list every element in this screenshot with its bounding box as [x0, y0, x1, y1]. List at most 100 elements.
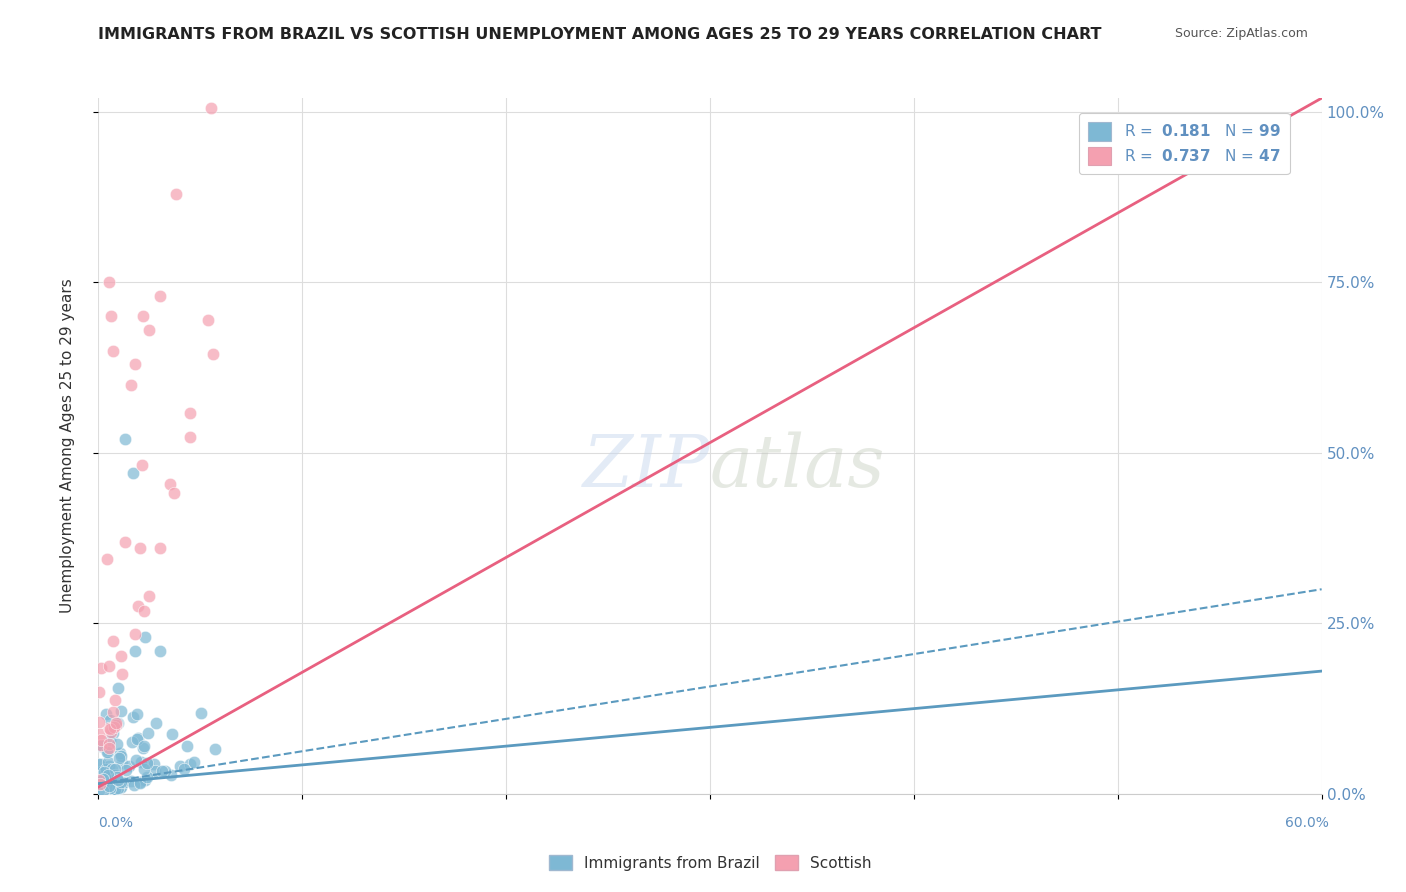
- Point: [104, 781, 127, 796]
- Point: [104, 767, 127, 781]
- Point: [97, 755, 120, 769]
- Point: [134, 762, 156, 776]
- Point: [100, 772, 122, 786]
- Point: [120, 773, 142, 788]
- Point: [107, 781, 129, 796]
- Point: [132, 740, 155, 755]
- Point: [90, 775, 112, 789]
- Point: [93, 773, 115, 788]
- Point: [89, 684, 111, 698]
- Point: [122, 467, 145, 481]
- Text: 0.0%: 0.0%: [98, 816, 134, 830]
- Point: [111, 775, 134, 789]
- Point: [132, 739, 155, 753]
- Point: [149, 541, 172, 555]
- Point: [121, 710, 143, 724]
- Point: [136, 726, 159, 740]
- Legend: Immigrants from Brazil, Scottish: Immigrants from Brazil, Scottish: [543, 848, 877, 877]
- Point: [143, 764, 166, 778]
- Point: [165, 186, 187, 201]
- Point: [101, 343, 124, 358]
- Point: [200, 101, 222, 115]
- Point: [115, 763, 138, 777]
- Point: [190, 706, 212, 720]
- Point: [143, 756, 166, 771]
- Point: [136, 756, 159, 770]
- Point: [100, 724, 122, 739]
- Point: [112, 775, 135, 789]
- Point: [98, 722, 121, 736]
- Point: [107, 751, 129, 765]
- Point: [201, 347, 224, 361]
- Point: [94, 776, 117, 790]
- Point: [132, 310, 155, 324]
- Point: [183, 756, 205, 770]
- Point: [105, 779, 128, 793]
- Point: [136, 770, 159, 784]
- Point: [110, 780, 132, 795]
- Point: [101, 726, 124, 740]
- Point: [107, 681, 129, 696]
- Point: [105, 770, 128, 784]
- Text: ZIP: ZIP: [582, 432, 710, 502]
- Point: [104, 781, 127, 796]
- Point: [108, 781, 131, 796]
- Point: [90, 732, 112, 747]
- Point: [127, 599, 149, 613]
- Point: [128, 774, 150, 789]
- Point: [105, 773, 128, 788]
- Point: [97, 758, 120, 772]
- Point: [125, 753, 148, 767]
- Point: [110, 748, 132, 763]
- Point: [98, 779, 121, 793]
- Point: [179, 756, 201, 771]
- Point: [169, 759, 191, 773]
- Point: [197, 313, 219, 327]
- Point: [129, 756, 152, 770]
- Point: [90, 739, 112, 754]
- Point: [131, 458, 153, 472]
- Point: [90, 739, 112, 753]
- Point: [101, 634, 124, 648]
- Point: [129, 541, 152, 555]
- Point: [108, 746, 131, 760]
- Text: atlas: atlas: [710, 432, 886, 502]
- Point: [104, 693, 127, 707]
- Point: [134, 604, 156, 618]
- Point: [145, 716, 167, 731]
- Point: [176, 739, 198, 753]
- Point: [179, 406, 201, 420]
- Point: [124, 357, 146, 371]
- Point: [91, 772, 114, 787]
- Point: [138, 323, 160, 337]
- Point: [101, 782, 124, 797]
- Point: [91, 783, 114, 797]
- Point: [111, 756, 134, 770]
- Point: [101, 781, 124, 796]
- Point: [100, 762, 122, 776]
- Point: [160, 768, 183, 782]
- Point: [105, 770, 128, 784]
- Point: [149, 643, 172, 657]
- Point: [91, 777, 114, 791]
- Point: [107, 716, 129, 731]
- Point: [110, 648, 132, 663]
- Text: IMMIGRANTS FROM BRAZIL VS SCOTTISH UNEMPLOYMENT AMONG AGES 25 TO 29 YEARS CORREL: IMMIGRANTS FROM BRAZIL VS SCOTTISH UNEMP…: [98, 27, 1102, 42]
- Point: [159, 477, 181, 491]
- Point: [118, 759, 141, 773]
- Point: [96, 552, 118, 566]
- Point: [89, 772, 111, 787]
- Point: [153, 764, 176, 778]
- Point: [108, 776, 131, 790]
- Point: [89, 777, 111, 791]
- Point: [96, 745, 118, 759]
- Point: [97, 768, 120, 782]
- Point: [204, 742, 226, 756]
- Point: [89, 765, 111, 780]
- Point: [97, 737, 120, 751]
- Point: [89, 782, 111, 797]
- Point: [105, 737, 128, 751]
- Point: [90, 756, 112, 771]
- Point: [98, 721, 121, 735]
- Point: [97, 746, 120, 760]
